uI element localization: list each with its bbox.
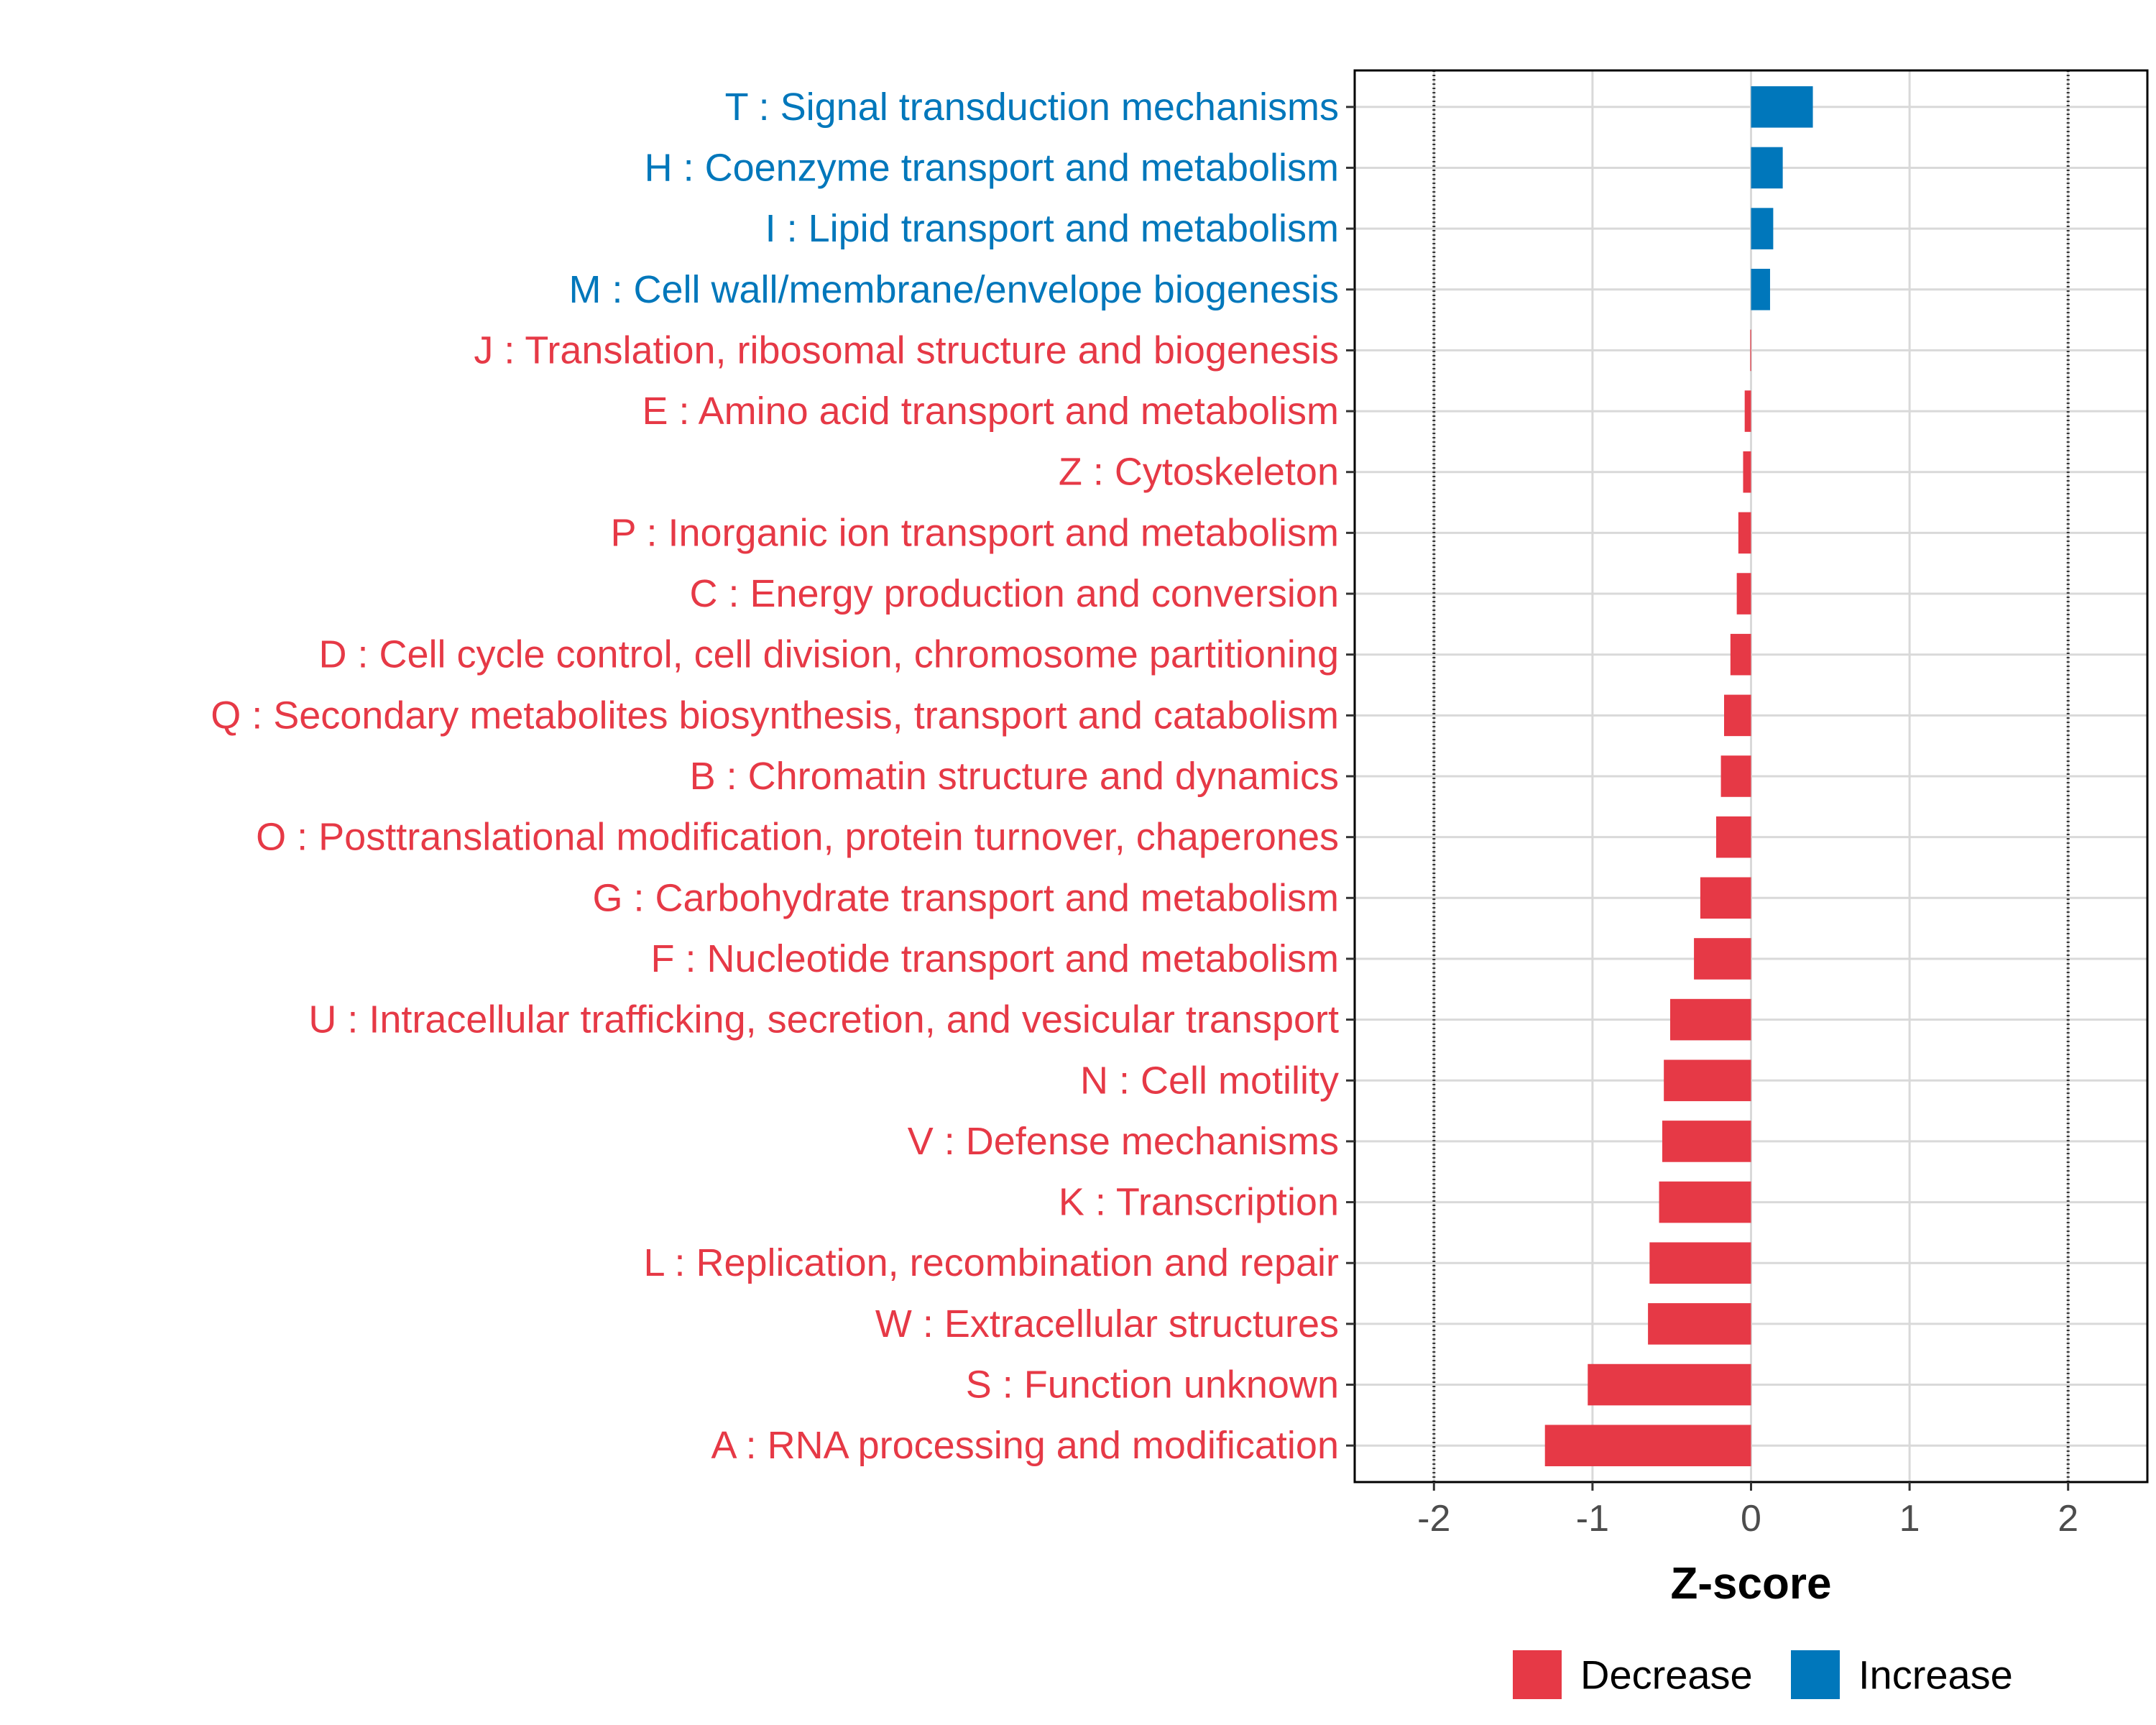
- bar: [1715, 816, 1751, 858]
- bar: [1700, 877, 1751, 919]
- bar: [1649, 1242, 1751, 1284]
- x-tick-label: -2: [1417, 1498, 1450, 1540]
- category-label: Z : Cytoskeleton: [1059, 451, 1339, 494]
- legend: Decrease Increase: [1513, 1650, 2013, 1699]
- category-label: M : Cell wall/membrane/envelope biogenes…: [568, 268, 1339, 311]
- bar: [1751, 268, 1770, 310]
- bar: [1744, 390, 1751, 432]
- bar: [1738, 512, 1751, 554]
- category-label: C : Energy production and conversion: [689, 572, 1339, 615]
- bar: [1723, 694, 1751, 737]
- bar: [1588, 1363, 1751, 1406]
- legend-label: Decrease: [1580, 1652, 1753, 1698]
- category-label: Q : Secondary metabolites biosynthesis, …: [211, 694, 1339, 737]
- x-tick-label: -1: [1576, 1498, 1609, 1540]
- y-axis-ticks: [1346, 106, 1355, 1447]
- bar: [1751, 208, 1774, 249]
- category-label: U : Intracellular trafficking, secretion…: [308, 998, 1339, 1041]
- category-label: F : Nucleotide transport and metabolism: [651, 937, 1339, 980]
- bar: [1751, 147, 1783, 189]
- category-label: G : Carbohydrate transport and metabolis…: [593, 876, 1340, 919]
- category-label: J : Translation, ribosomal structure and…: [474, 328, 1339, 372]
- bar: [1659, 1181, 1751, 1223]
- x-tick-label: 1: [1899, 1498, 1920, 1540]
- category-label: O : Posttranslational modification, prot…: [256, 816, 1339, 859]
- bar: [1730, 633, 1751, 676]
- category-label: L : Replication, recombination and repai…: [643, 1241, 1339, 1284]
- category-label: K : Transcription: [1059, 1181, 1339, 1224]
- category-label: A : RNA processing and modification: [711, 1424, 1339, 1467]
- x-axis-title: Z-score: [1671, 1559, 1832, 1609]
- legend-label: Increase: [1858, 1652, 2013, 1698]
- category-label: I : Lipid transport and metabolism: [765, 207, 1339, 250]
- bar: [1669, 998, 1751, 1041]
- category-label: B : Chromatin structure and dynamics: [690, 755, 1339, 798]
- category-label: P : Inorganic ion transport and metaboli…: [610, 511, 1339, 554]
- category-label: W : Extracellular structures: [875, 1302, 1339, 1346]
- legend-swatch: [1513, 1650, 1562, 1699]
- bar: [1750, 329, 1751, 372]
- x-tick-label: 0: [1741, 1498, 1761, 1540]
- bar: [1736, 573, 1751, 615]
- legend-swatch: [1791, 1650, 1840, 1699]
- bar: [1662, 1121, 1751, 1162]
- bar: [1720, 755, 1751, 797]
- category-label: T : Signal transduction mechanisms: [725, 86, 1339, 129]
- bar: [1648, 1303, 1751, 1345]
- bar: [1743, 451, 1751, 493]
- category-label: N : Cell motility: [1080, 1059, 1339, 1102]
- bars: [1544, 86, 1813, 1466]
- category-label: V : Defense mechanisms: [908, 1120, 1339, 1163]
- bar: [1751, 86, 1813, 128]
- x-tick-label: 2: [2058, 1498, 2078, 1540]
- x-axis-ticks: -2 -1 0 1 2: [1417, 1482, 2078, 1540]
- category-label: S : Function unknown: [966, 1363, 1339, 1407]
- bar: [1544, 1425, 1751, 1466]
- bar: [1694, 938, 1751, 980]
- category-label: D : Cell cycle control, cell division, c…: [318, 633, 1339, 676]
- y-axis-category-labels: T : Signal transduction mechanisms H : Co…: [211, 86, 1339, 1467]
- bar: [1664, 1059, 1751, 1102]
- category-label: H : Coenzyme transport and metabolism: [645, 146, 1339, 189]
- category-label: E : Amino acid transport and metabolism: [642, 390, 1339, 433]
